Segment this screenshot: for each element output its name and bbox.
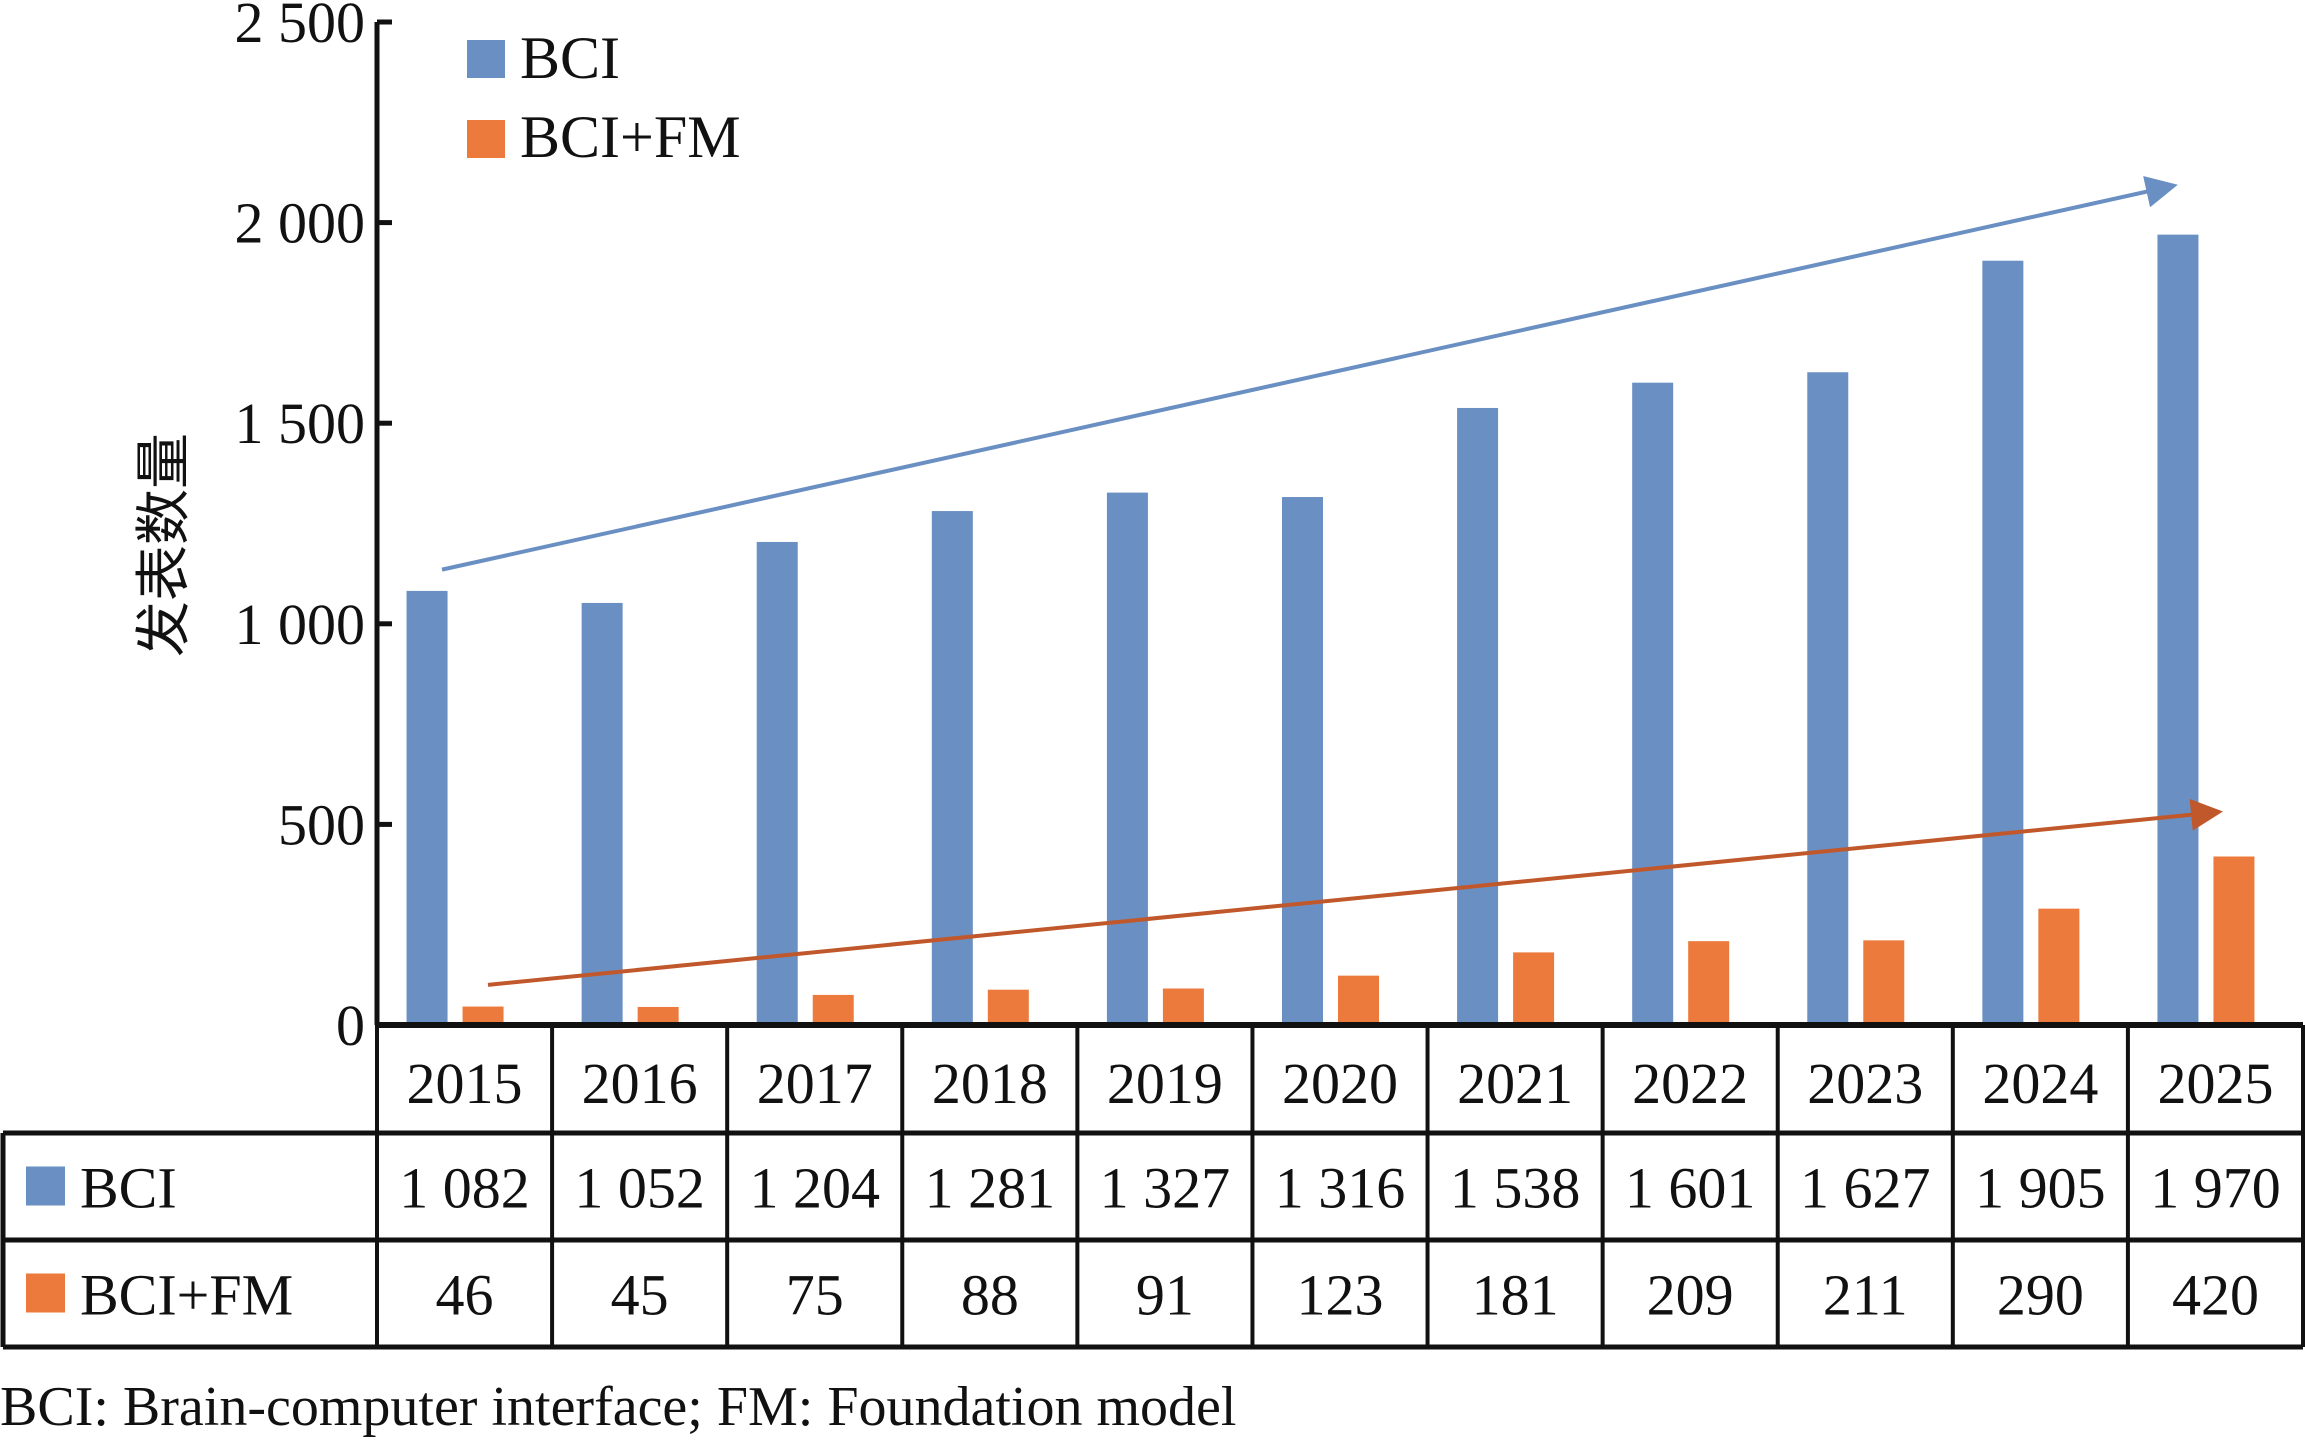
bars xyxy=(406,234,2255,1026)
data-label: 46 xyxy=(436,1263,494,1328)
bar-bci-2022 xyxy=(1632,382,1674,1025)
x-tick-label: 2023 xyxy=(1807,1051,1923,1116)
bar-bci-2023 xyxy=(1807,372,1849,1026)
bar-bci-fm-2015 xyxy=(462,1006,504,1025)
data-label: 1 970 xyxy=(2150,1156,2281,1221)
x-tick-label: 2025 xyxy=(2157,1051,2273,1116)
bar-bci-fm-2016 xyxy=(637,1006,679,1025)
data-label: 1 082 xyxy=(399,1156,530,1221)
legend-label-bci: BCI xyxy=(520,25,620,91)
data-label: 88 xyxy=(961,1263,1019,1328)
data-label: 1 538 xyxy=(1450,1156,1581,1221)
bar-bci-2019 xyxy=(1106,492,1148,1025)
data-label: 91 xyxy=(1136,1263,1194,1328)
data-label: 1 281 xyxy=(925,1156,1056,1221)
bar-bci-2024 xyxy=(1982,260,2024,1025)
y-tick-label: 2 500 xyxy=(235,0,366,55)
y-tick-label: 500 xyxy=(278,792,365,857)
bar-bci-2025 xyxy=(2157,234,2199,1026)
bar-bci-fm-2020 xyxy=(1338,975,1379,1025)
bar-bci-fm-2025 xyxy=(2213,856,2255,1025)
data-label: 1 052 xyxy=(574,1156,705,1221)
bar-bci-2021 xyxy=(1457,407,1499,1025)
y-tick-label: 1 500 xyxy=(235,391,366,456)
bar-bci-2016 xyxy=(581,602,623,1025)
bar-bci-fm-2021 xyxy=(1513,952,1555,1025)
trend-arrow-bci-fm xyxy=(487,798,2223,987)
x-tick-label: 2016 xyxy=(582,1051,698,1116)
table-row-label: BCI+FM xyxy=(80,1263,293,1328)
y-axis-label: 发表数量 xyxy=(132,433,197,657)
y-tick-label: 0 xyxy=(336,993,365,1058)
legend-label-bci-fm: BCI+FM xyxy=(520,104,741,170)
bar-bci-fm-2018 xyxy=(987,989,1029,1025)
bar-bci-fm-2019 xyxy=(1162,988,1204,1025)
bar-bci-2020 xyxy=(1282,497,1323,1025)
data-label: 1 627 xyxy=(1800,1156,1931,1221)
x-tick-label: 2015 xyxy=(407,1051,523,1116)
trend-arrows xyxy=(441,176,2223,987)
data-label: 45 xyxy=(611,1263,669,1328)
x-tick-label: 2020 xyxy=(1282,1051,1398,1116)
data-label: 75 xyxy=(786,1263,844,1328)
bar-bci-fm-2024 xyxy=(2038,908,2080,1025)
legend-swatch-bci-fm xyxy=(467,120,505,158)
x-tick-label: 2017 xyxy=(757,1051,873,1116)
data-label: 123 xyxy=(1297,1263,1384,1328)
data-label: 211 xyxy=(1823,1263,1908,1328)
data-label: 420 xyxy=(2172,1263,2259,1328)
trend-arrow-bci xyxy=(441,176,2178,572)
legend-swatch-bci xyxy=(467,40,505,78)
table-row-label: BCI xyxy=(80,1156,177,1221)
x-tick-label: 2022 xyxy=(1632,1051,1748,1116)
data-label: 1 316 xyxy=(1275,1156,1406,1221)
table-swatch xyxy=(26,1273,65,1313)
data-label: 181 xyxy=(1472,1263,1559,1328)
x-tick-label: 2024 xyxy=(1982,1051,2098,1116)
data-label: 290 xyxy=(1997,1263,2084,1328)
legend: BCI BCI+FM xyxy=(467,25,741,170)
bar-bci-2018 xyxy=(931,511,973,1025)
data-table: 2015 2016 2017 2018 2019 2020 2021 2022 2023 2024… xyxy=(0,1022,2305,1350)
data-label: 209 xyxy=(1647,1263,1734,1328)
y-axis: 0 500 1 000 1 500 2 000 2 500 xyxy=(235,0,392,1058)
y-tick-label: 1 000 xyxy=(235,592,366,657)
caption: BCI: Brain-computer interface; FM: Found… xyxy=(0,1376,1236,1438)
x-tick-label: 2019 xyxy=(1107,1051,1223,1116)
data-label: 1 905 xyxy=(1975,1156,2106,1221)
x-tick-label: 2021 xyxy=(1457,1051,1573,1116)
x-tick-label: 2018 xyxy=(932,1051,1048,1116)
data-label: 1 327 xyxy=(1100,1156,1231,1221)
data-label: 1 204 xyxy=(749,1156,880,1221)
bar-bci-fm-2017 xyxy=(812,994,854,1025)
bar-bci-2017 xyxy=(756,541,798,1025)
data-label: 1 601 xyxy=(1625,1156,1756,1221)
bar-bci-2015 xyxy=(406,590,448,1025)
bar-bci-fm-2023 xyxy=(1863,940,1905,1025)
bar-bci-fm-2022 xyxy=(1688,941,1730,1025)
table-swatch xyxy=(26,1166,65,1206)
y-tick-label: 2 000 xyxy=(235,191,366,256)
